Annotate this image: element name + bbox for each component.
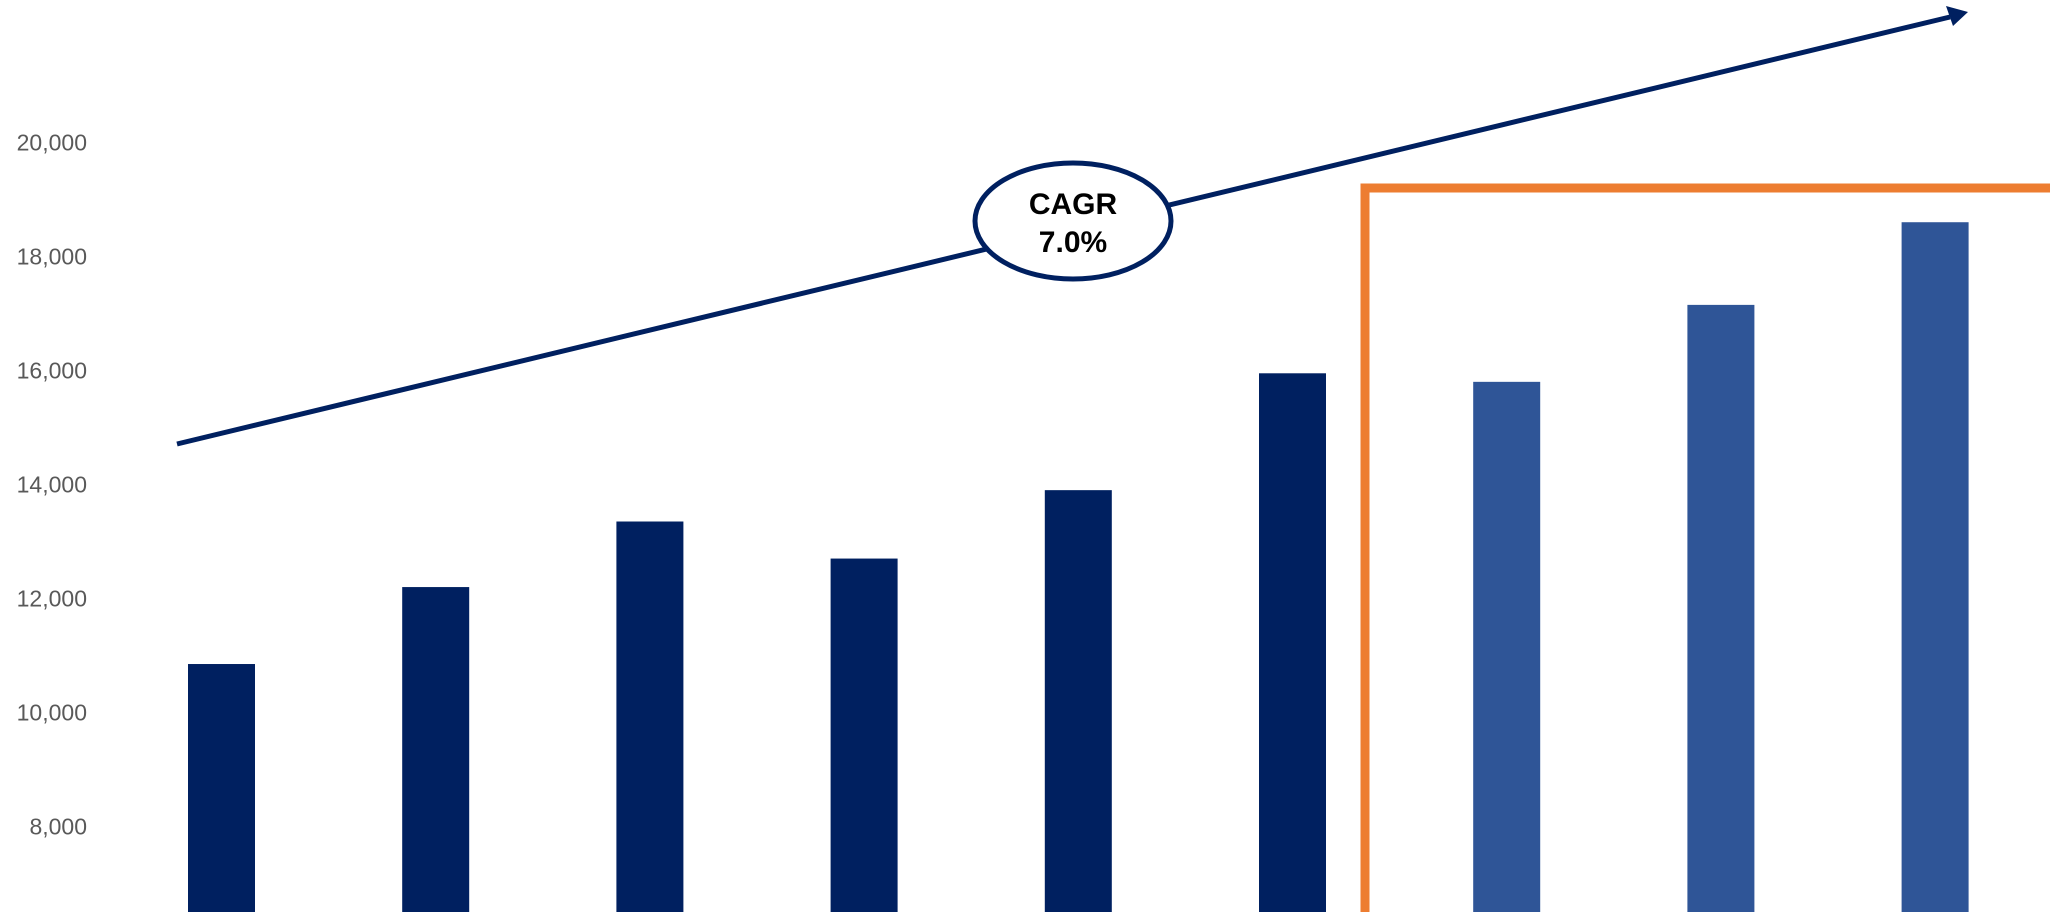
forecast-bar <box>1901 222 1969 912</box>
forecast-box <box>1360 183 2050 912</box>
cagr-value: 7.0% <box>1039 226 1107 259</box>
actual-bar <box>1259 373 1326 912</box>
y-tick-label: 10,000 <box>17 699 87 725</box>
y-tick-label: 12,000 <box>17 585 87 611</box>
actual-bar <box>830 558 898 912</box>
cagr-callout: CAGR 7.0% <box>972 160 1174 282</box>
trend-arrow-head <box>1946 6 1968 26</box>
forecast-bar <box>1687 304 1755 912</box>
y-axis: 8,000 10,000 12,000 14,000 16,000 18,000 20,00… <box>17 129 87 839</box>
actual-bar <box>402 587 470 912</box>
actual-bar <box>1044 490 1112 912</box>
forecast-bar <box>1473 381 1541 912</box>
y-tick-label: 18,000 <box>17 243 87 269</box>
cagr-title: CAGR <box>1029 188 1118 221</box>
cagr-ellipse <box>972 160 1174 282</box>
y-tick-label: 8,000 <box>29 813 87 839</box>
y-tick-label: 14,000 <box>17 471 87 497</box>
y-tick-label: 20,000 <box>17 129 87 155</box>
actual-bar <box>616 521 684 912</box>
y-tick-label: 16,000 <box>17 357 87 383</box>
actual-bar <box>188 664 255 912</box>
bar-series <box>188 222 1969 912</box>
